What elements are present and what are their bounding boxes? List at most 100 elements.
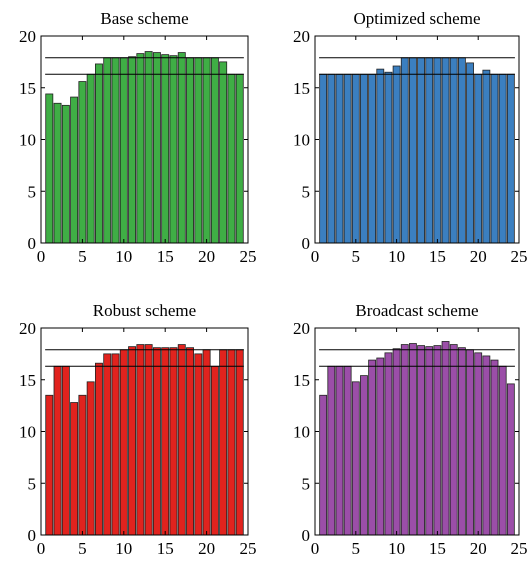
bar	[392, 65, 401, 244]
bar	[360, 73, 368, 244]
chart-title: Base scheme	[100, 9, 188, 28]
chart-panel: Optimized scheme 0 5 10 15 20 25 0 5 10 15 20	[293, 9, 528, 266]
bar	[384, 71, 393, 244]
bar	[53, 102, 62, 244]
bar	[466, 62, 474, 244]
bar	[210, 365, 219, 536]
bar	[103, 57, 112, 244]
bar	[111, 57, 120, 244]
bar	[70, 96, 79, 244]
bar	[425, 346, 434, 536]
bar	[194, 353, 203, 536]
bar	[441, 57, 450, 244]
y-tick-label: 5	[302, 182, 311, 201]
y-tick-label: 5	[28, 474, 37, 493]
y-tick-label: 15	[293, 371, 310, 390]
x-tick-label: 0	[37, 539, 46, 558]
x-tick-label: 5	[78, 539, 87, 558]
x-tick-label: 20	[470, 247, 487, 266]
x-tick-label: 5	[352, 539, 361, 558]
x-tick-label: 15	[429, 539, 446, 558]
bar	[417, 57, 425, 244]
y-tick-label: 0	[302, 234, 311, 253]
x-tick-label: 15	[429, 247, 446, 266]
x-tick-label: 10	[388, 247, 405, 266]
y-tick-label: 15	[19, 79, 36, 98]
bar	[457, 57, 466, 244]
bar	[351, 73, 360, 244]
y-tick-label: 5	[302, 474, 311, 493]
bar	[384, 352, 393, 536]
bar	[351, 381, 360, 536]
y-tick-label: 20	[19, 319, 36, 338]
y-tick-label: 10	[293, 423, 310, 442]
y-tick-label: 0	[302, 526, 311, 545]
x-tick-label: 10	[115, 247, 132, 266]
chart-panel: Base scheme 0 5 10 15 20 25 0 5 10 15 20	[19, 9, 257, 266]
bar	[327, 73, 336, 244]
bar	[128, 346, 137, 536]
bar	[219, 349, 228, 536]
bar	[152, 347, 161, 536]
bar	[433, 345, 442, 536]
x-tick-label: 0	[37, 247, 46, 266]
bar	[152, 52, 161, 244]
bar	[506, 383, 515, 536]
bar	[86, 73, 95, 244]
bar	[335, 73, 344, 244]
chart-title: Optimized scheme	[354, 9, 481, 28]
bar	[161, 347, 170, 536]
bar	[376, 68, 385, 244]
bar	[400, 57, 409, 244]
bar	[376, 357, 385, 536]
y-tick-label: 10	[19, 423, 36, 442]
bar	[128, 56, 137, 244]
bar	[144, 344, 153, 536]
bar	[343, 73, 352, 244]
bar	[61, 104, 70, 244]
bar	[235, 349, 244, 536]
bar	[368, 73, 377, 244]
bar	[449, 344, 458, 536]
x-tick-label: 0	[311, 539, 320, 558]
bar	[119, 57, 128, 244]
bar	[319, 394, 328, 536]
chart-title: Broadcast scheme	[355, 301, 478, 320]
bar	[474, 352, 483, 536]
bar	[186, 347, 195, 536]
bar	[433, 57, 442, 244]
bar	[111, 353, 120, 536]
x-tick-label: 20	[198, 247, 215, 266]
bar	[78, 81, 87, 244]
bar	[498, 365, 507, 536]
x-tick-label: 15	[157, 539, 174, 558]
bar	[335, 365, 344, 536]
bar	[482, 355, 491, 536]
bar	[103, 353, 112, 536]
bar	[327, 365, 336, 536]
x-tick-label: 25	[511, 247, 528, 266]
bar	[425, 57, 434, 244]
y-tick-label: 20	[19, 27, 36, 46]
bar	[61, 365, 70, 536]
bar	[177, 52, 186, 244]
bar	[136, 344, 145, 536]
bar	[45, 394, 54, 536]
bar	[449, 57, 458, 244]
x-tick-label: 20	[198, 539, 215, 558]
bar	[417, 345, 425, 536]
bar	[45, 93, 54, 244]
bar	[169, 55, 178, 244]
bar	[506, 73, 515, 244]
bar	[474, 73, 483, 244]
bar	[482, 69, 491, 244]
bar	[210, 57, 219, 244]
bar	[227, 349, 236, 536]
bar	[94, 63, 103, 244]
bar	[498, 73, 507, 244]
bar	[161, 54, 170, 244]
x-tick-label: 0	[311, 247, 320, 266]
y-tick-label: 15	[19, 371, 36, 390]
bar	[490, 73, 499, 244]
